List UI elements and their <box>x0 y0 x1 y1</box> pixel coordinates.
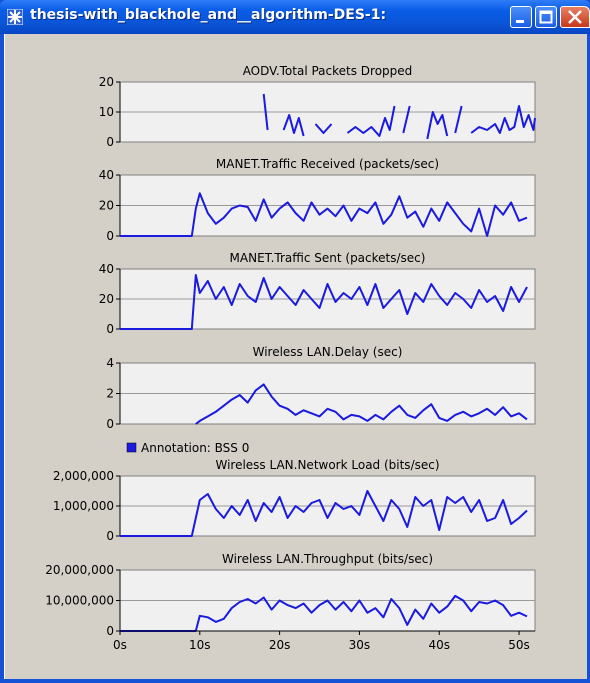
y-tick-label: 2,000,000 <box>53 469 114 483</box>
x-tick-label: 30s <box>349 638 371 652</box>
window-title: thesis-with_blackhole_and__algorithm-DES… <box>30 7 387 23</box>
y-tick-label: 1,000,000 <box>53 499 114 513</box>
y-tick-label: 4 <box>106 356 114 370</box>
series-line-1-segment-1 <box>195 383 528 425</box>
chart-title: Wireless LAN.Network Load (bits/sec) <box>215 458 439 472</box>
chart-panel-3: 0 20 40 MANET.Traffic Sent (packets/sec) <box>99 251 536 336</box>
series-line-1-segment-3 <box>314 123 333 134</box>
y-tick-label: 0 <box>106 229 114 243</box>
x-tick-label: 50s <box>508 638 530 652</box>
title-bar[interactable]: thesis-with_blackhole_and__algorithm-DES… <box>0 0 590 34</box>
y-tick-label: 40 <box>99 168 114 182</box>
x-tick-label: 20s <box>269 638 291 652</box>
annotation-label: Annotation: BSS 0 <box>141 441 249 455</box>
chart-title: Wireless LAN.Delay (sec) <box>253 345 403 359</box>
chart-panel-5: 0 1,000,000 2,000,000 Wireless LAN.Network … <box>53 441 536 543</box>
chart-title: MANET.Traffic Sent (packets/sec) <box>230 251 426 265</box>
maximize-icon <box>539 10 553 24</box>
y-tick-label: 20 <box>99 75 114 89</box>
series-line-1-segment-5 <box>402 105 411 134</box>
y-tick-label: 0 <box>106 322 114 336</box>
series-line-1-segment-6 <box>426 111 449 140</box>
y-tick-label: 0 <box>106 417 114 431</box>
series-line-1-segment-2 <box>282 114 305 137</box>
close-button[interactable] <box>560 6 590 28</box>
y-tick-label: 20 <box>99 199 114 213</box>
y-tick-label: 10,000,000 <box>45 594 114 608</box>
star-icon <box>7 9 23 25</box>
chart-panel-2: 0 20 40 MANET.Traffic Received (packets/sec… <box>99 157 536 243</box>
annotation-swatch <box>126 442 137 453</box>
chart-title: AODV.Total Packets Dropped <box>243 64 413 78</box>
y-tick-label: 20 <box>99 292 114 306</box>
maximize-button[interactable] <box>535 6 557 28</box>
graph-panel: 0 10 20 AODV.Total Packets Dropped 0 20 40 MANE… <box>4 34 587 679</box>
chart-panel-1: 0 10 20 AODV.Total Packets Dropped <box>99 64 536 149</box>
y-tick-label: 20,000,000 <box>45 563 114 577</box>
x-tick-label: 10s <box>189 638 211 652</box>
y-tick-label: 0 <box>106 135 114 149</box>
close-icon <box>568 10 582 24</box>
series-line-1-segment-7 <box>454 105 463 134</box>
chart-title: MANET.Traffic Received (packets/sec) <box>216 157 439 171</box>
x-tick-label: 0s <box>113 638 127 652</box>
minimize-button[interactable] <box>510 6 532 28</box>
series-line-1-segment-1 <box>120 490 528 537</box>
series-line-1-segment-1 <box>262 93 269 131</box>
y-tick-label: 40 <box>99 262 114 276</box>
chart-title: Wireless LAN.Throughput (bits/sec) <box>222 552 433 566</box>
y-tick-label: 10 <box>99 105 114 119</box>
series-line-1-segment-4 <box>346 105 396 137</box>
y-tick-label: 0 <box>106 529 114 543</box>
x-tick-label: 40s <box>428 638 450 652</box>
chart-panel-6: 0 10,000,000 20,000,000 Wireless LAN.Throug… <box>45 552 536 638</box>
minimize-icon <box>516 20 524 23</box>
series-line-1-segment-1 <box>120 274 528 330</box>
series-line-1-segment-1 <box>120 192 528 237</box>
series-line-1-segment-1 <box>120 594 528 632</box>
y-tick-label: 0 <box>106 624 114 638</box>
y-tick-label: 2 <box>106 387 114 401</box>
chart-panel-4: 0 2 4 Wireless LAN.Delay (sec) <box>106 345 536 431</box>
series-line-1-segment-8 <box>470 105 536 134</box>
